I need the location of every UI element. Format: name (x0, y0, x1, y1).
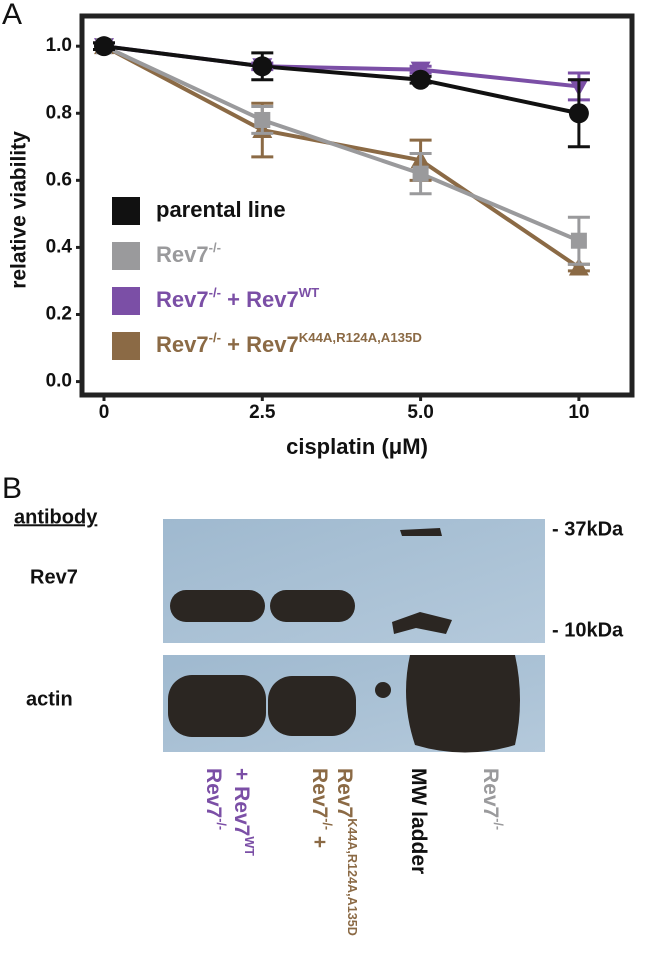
y-axis-label: relative viability (8, 131, 31, 289)
legend-swatch (112, 287, 140, 315)
text-run: Rev7 (202, 768, 225, 818)
superscript: -/- (491, 818, 505, 830)
point (412, 165, 429, 182)
text-run: parental line (156, 197, 286, 222)
row-label: Rev7 (30, 566, 78, 588)
lane-label: Rev7K44A,R124A,A135D (333, 768, 358, 936)
lane-label: Rev7-/- (202, 768, 227, 830)
text-run: + Rev7 (221, 287, 299, 312)
superscript: K44A,R124A,A135D (345, 818, 359, 936)
text-run: Rev7 (308, 768, 331, 818)
series-line (103, 44, 580, 116)
lane-label: Rev7-/- + (308, 768, 333, 848)
point (410, 69, 431, 90)
panel-label: B (2, 472, 22, 505)
y-tick-label: 0.6 (46, 169, 72, 190)
band (270, 590, 355, 622)
y-tick-label: 0.4 (46, 236, 73, 257)
text-run: + Rev7 (230, 768, 253, 836)
text-run: + Rev7 (221, 332, 299, 357)
x-tick-label: 2.5 (249, 402, 276, 423)
superscript: WT (299, 285, 320, 300)
y-tick-label: 0.8 (46, 102, 72, 123)
superscript: WT (242, 836, 256, 856)
legend-label: Rev7-/- + Rev7WT (156, 285, 319, 312)
text-run: Rev7 (479, 768, 502, 818)
band (268, 676, 356, 736)
plot-frame (79, 13, 635, 398)
blot-image (163, 519, 545, 753)
blot-panel (163, 519, 545, 643)
ladder-band (392, 612, 452, 634)
point (94, 36, 114, 57)
superscript: -/- (209, 330, 221, 345)
row-label: actin (26, 688, 73, 710)
legend-label: Rev7-/- (156, 240, 221, 267)
text-run: Rev7 (156, 332, 209, 357)
legend-swatch (112, 242, 140, 270)
superscript: -/- (320, 818, 334, 830)
series-line (103, 44, 580, 243)
text-run: Rev7 (156, 287, 209, 312)
y-tick-label: 0.2 (46, 304, 72, 325)
x-tick-label: 10 (568, 402, 589, 423)
point (568, 103, 589, 124)
lane-label: + Rev7WT (230, 768, 255, 856)
point (252, 56, 273, 77)
band (170, 590, 265, 622)
legend-label: Rev7-/- + Rev7K44A,R124A,A135D (156, 330, 422, 357)
ladder-band (375, 682, 391, 698)
x-tick-label: 0 (99, 402, 110, 423)
superscript: K44A,R124A,A135D (299, 330, 422, 345)
legend-swatch (112, 197, 140, 225)
point (254, 111, 271, 128)
legend-swatch (112, 332, 140, 360)
band (406, 655, 520, 753)
y-tick-label: 0.0 (46, 371, 72, 392)
text-run: Rev7 (156, 242, 209, 267)
size-marker: - 10kDa (552, 619, 624, 641)
point (568, 257, 589, 276)
y-tick-label: 1.0 (46, 35, 72, 56)
superscript: -/- (209, 285, 221, 300)
point (570, 232, 587, 249)
superscript: -/- (209, 240, 221, 255)
lane-label: MW ladder (407, 768, 430, 874)
panel-label: A (2, 0, 22, 31)
text-run: MW ladder (407, 768, 430, 874)
antibody-header: antibody (14, 506, 98, 528)
x-axis-label: cisplatin (μM) (286, 434, 428, 459)
band (168, 675, 266, 737)
size-marker: - 37kDa (552, 518, 624, 540)
text-run: Rev7 (333, 768, 356, 818)
lane-label: Rev7-/- (479, 768, 504, 830)
x-tick-label: 5.0 (407, 402, 433, 423)
ladder-band (400, 528, 442, 536)
superscript: -/- (214, 818, 228, 830)
text-run: + (308, 830, 331, 848)
legend-label: parental line (156, 197, 286, 222)
